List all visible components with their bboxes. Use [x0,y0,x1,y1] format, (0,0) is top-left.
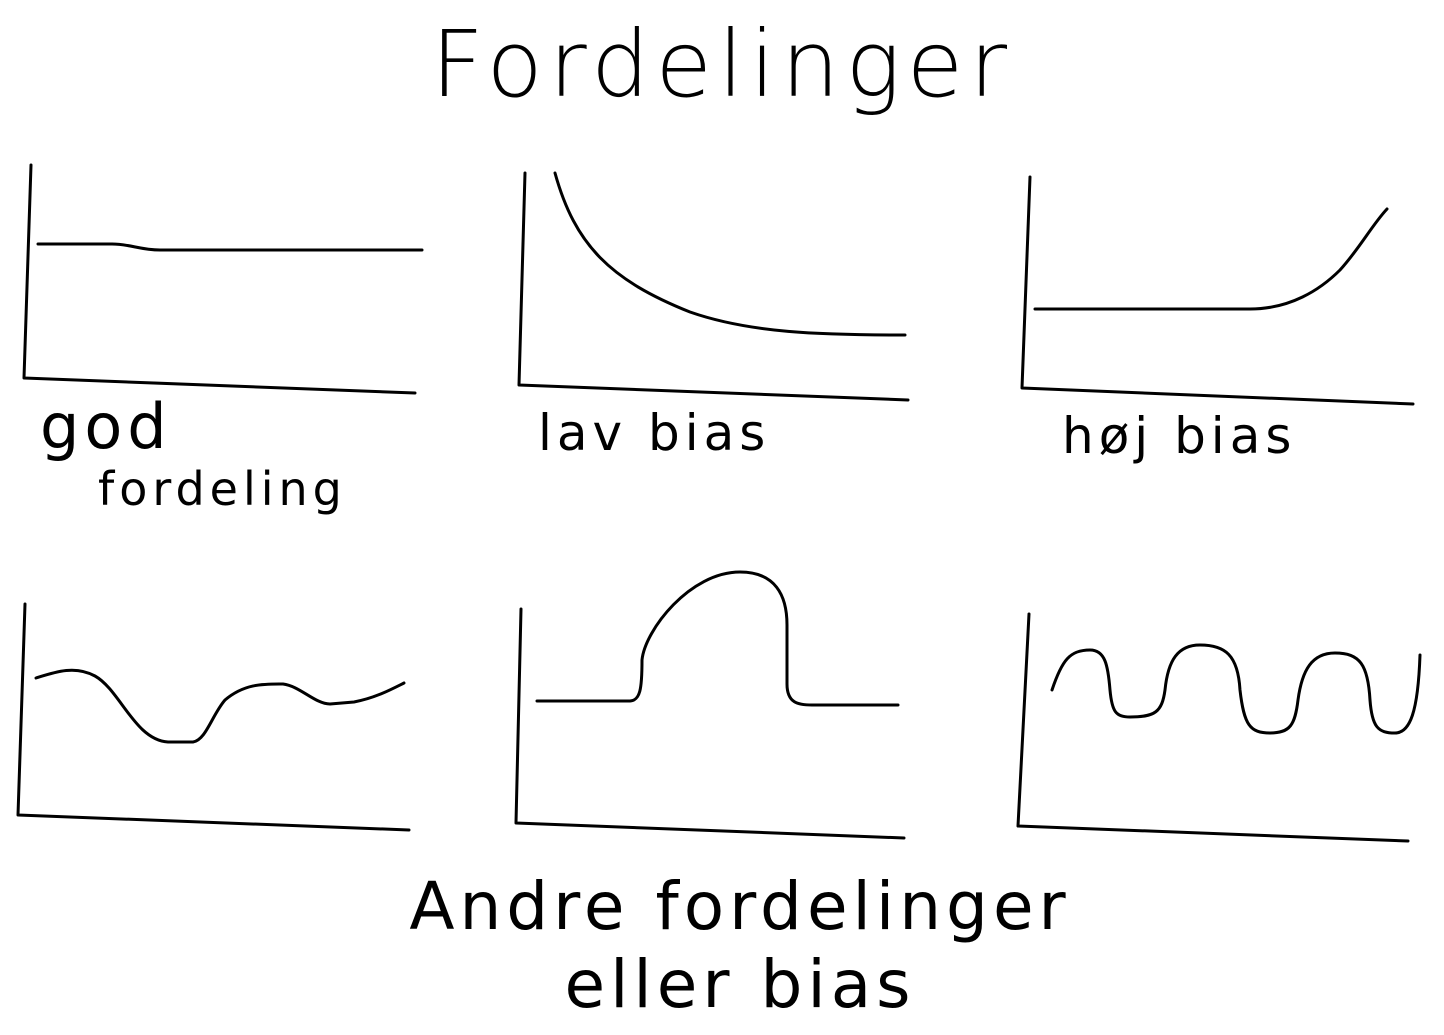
panel-3-curve [1033,207,1389,311]
panel-wave [1016,612,1422,843]
panel-1-axes [22,163,417,395]
label-lav-bias: lav bias [538,404,771,462]
panel-wavy [16,602,411,832]
diagram-title: Fordelinger [430,11,1014,118]
bottom-caption: Andre fordelinger eller bias [380,868,1100,1024]
panel-5-axes [514,607,906,840]
panel-god-fordeling [22,163,424,395]
panel-4-axes [16,602,411,832]
panel-bump [514,570,906,840]
panel-lav-bias [517,171,910,402]
panel-6-curve [1050,643,1422,735]
panel-hoj-bias [1020,175,1415,406]
panel-2-axes [517,171,910,402]
panel-3-axes [1020,175,1415,406]
label-god: god [40,390,172,463]
bottom-caption-line-1: Andre fordelinger [409,868,1071,945]
label-god-fordeling: god fordeling [40,390,347,517]
bottom-caption-line-2: eller bias [564,946,916,1023]
label-hoj-bias: høj bias [1062,407,1297,465]
panel-2-curve [553,171,907,337]
panel-4-curve [34,668,406,744]
panel-5-curve [535,570,900,707]
panel-6-axes [1016,612,1410,843]
panel-1-curve [36,242,424,252]
label-fordeling: fordeling [98,462,347,516]
